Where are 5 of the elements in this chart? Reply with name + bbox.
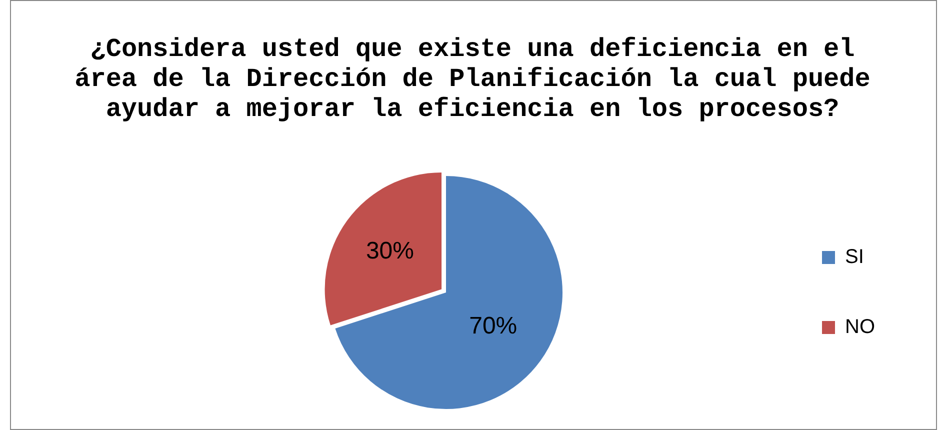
data-label: 70%: [469, 312, 518, 340]
legend-label: SI: [845, 246, 864, 268]
data-label: 30%: [366, 237, 414, 264]
chart-title: ¿Considera usted que existe una deficiencia en el área de la Dirección de Planificación la cual puede ayudar a mejorar la eficiencia en los procesos?: [74, 34, 872, 124]
legend-label: NO: [845, 316, 875, 338]
